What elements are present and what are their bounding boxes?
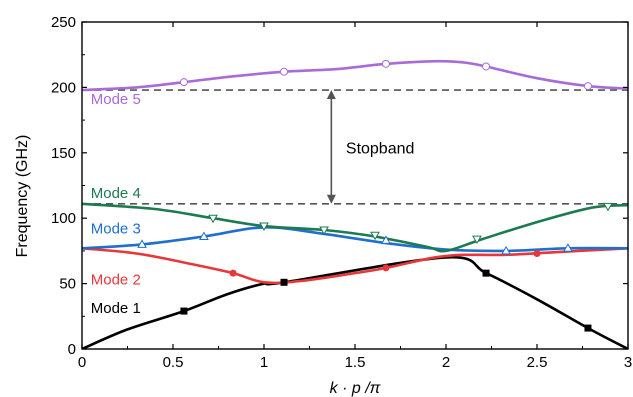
data-point-mode-4-3 — [319, 226, 329, 235]
data-point-mode-5-2 — [280, 67, 289, 76]
series-label-mode-4: Mode 4 — [91, 185, 141, 202]
data-point-mode-4-6 — [603, 202, 613, 212]
data-point-mode-4-1 — [208, 214, 218, 224]
y-tick-label: 150 — [51, 145, 76, 162]
axes: 0 0.5 1 1.5 2 2.5 3 0 50 100 150 200 250 — [51, 14, 632, 371]
stopband-arrow-head-bottom — [326, 194, 336, 204]
y-axis-title: Frequency (GHz) — [14, 135, 31, 258]
series-line-mode-5 — [82, 59, 628, 92]
series-line-mode-4 — [82, 202, 628, 253]
data-point-mode-5-3 — [381, 59, 390, 68]
x-axis-title: k · p /π — [330, 380, 381, 397]
series-line-mode-1 — [82, 256, 628, 349]
data-point-mode-3-2 — [199, 231, 209, 241]
stopband-arrow-head-top — [326, 90, 336, 100]
data-point-mode-2-1 — [229, 269, 237, 277]
data-point-mode-3-5 — [563, 243, 573, 252]
series-line-mode-3 — [82, 226, 628, 253]
data-point-mode-5-4 — [482, 62, 491, 71]
data-point-mode-4-5 — [472, 235, 482, 245]
x-tick-label: 2 — [442, 354, 450, 371]
series-label-mode-2: Mode 2 — [91, 271, 141, 288]
series-label-mode-5: Mode 5 — [91, 91, 141, 108]
data-point-mode-3-4 — [501, 245, 511, 255]
y-tick-label: 0 — [68, 341, 76, 358]
y-tick-label: 50 — [59, 276, 76, 293]
data-point-mode-1-2 — [280, 278, 288, 286]
data-point-mode-1-4 — [584, 324, 592, 332]
data-point-mode-3-3 — [381, 235, 391, 244]
data-point-mode-4-2 — [259, 222, 269, 232]
y-tick-label: 100 — [51, 210, 76, 227]
x-tick-label: 3 — [624, 354, 632, 371]
data-point-mode-2-3 — [533, 250, 541, 258]
x-tick-label: 1.5 — [345, 354, 366, 371]
plot-frame — [81, 21, 629, 350]
series-group — [82, 59, 628, 349]
x-tick-label: 1 — [260, 354, 268, 371]
stopband-label: Stopband — [346, 141, 415, 158]
x-tick-label: 2.5 — [527, 354, 548, 371]
series-label-mode-1: Mode 1 — [91, 300, 141, 317]
x-tick-label: 0 — [78, 354, 86, 371]
data-point-mode-5-5 — [583, 82, 592, 91]
data-point-mode-1-3 — [482, 269, 490, 277]
data-point-mode-3-1 — [137, 239, 147, 248]
series-label-mode-3: Mode 3 — [91, 220, 141, 237]
x-tick-label: 0.5 — [163, 354, 184, 371]
data-point-mode-2-2 — [382, 264, 390, 272]
y-tick-label: 250 — [51, 14, 76, 31]
data-point-mode-1-1 — [180, 307, 188, 315]
data-point-mode-5-1 — [179, 78, 188, 87]
plot-area: Stopband Mode 5 Mode 4 Mode 3 Mode 2 Mode 1 — [82, 59, 628, 349]
y-tick-label: 200 — [51, 79, 76, 96]
data-point-mode-4-4 — [370, 231, 380, 241]
series-line-mode-2 — [82, 247, 628, 285]
